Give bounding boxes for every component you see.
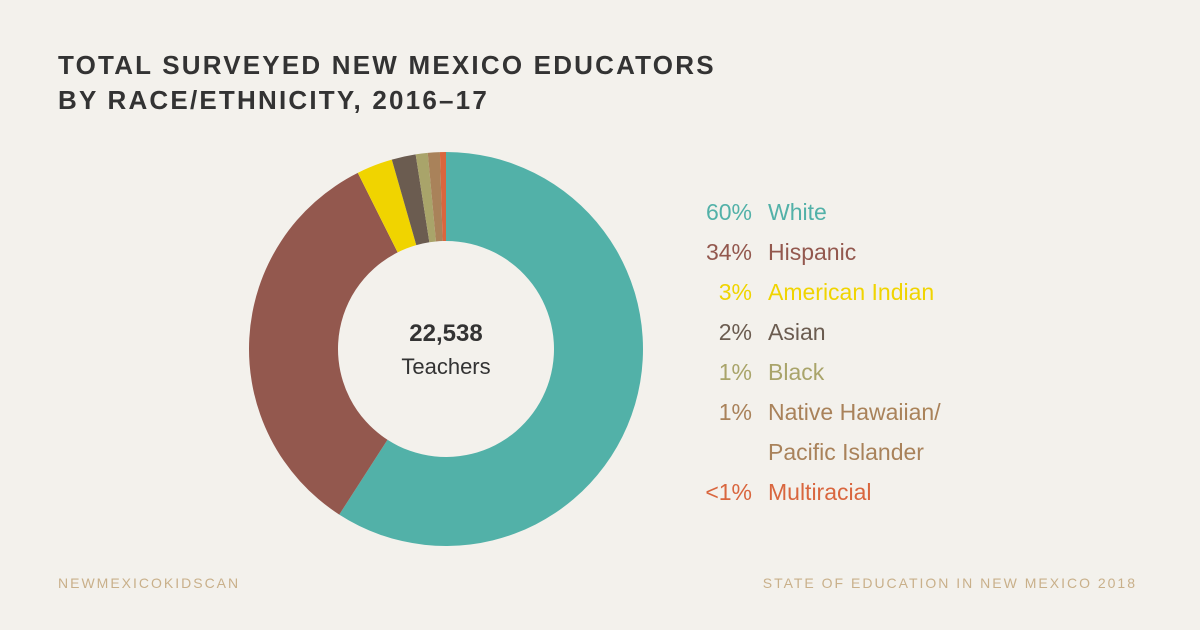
legend-label: American Indian xyxy=(768,279,935,305)
center-caption: Teachers xyxy=(401,354,490,379)
legend-label: Asian xyxy=(768,319,826,345)
value-label: <1% xyxy=(705,479,752,505)
donut-slice xyxy=(248,172,398,515)
legend-label: Black xyxy=(768,359,825,385)
value-label: 1% xyxy=(718,359,752,385)
legend-entry: <1% Multiracial xyxy=(680,472,1000,512)
value-label: 1% xyxy=(718,399,752,425)
center-label: 22,538 xyxy=(409,320,482,347)
legend-entry: 1% Native Hawaiian/ Pacific Islander xyxy=(680,392,1000,472)
donut-slice xyxy=(415,152,436,243)
legend-entry: 3% American Indian xyxy=(680,272,1000,312)
legend: 60% White 34% Hispanic 3% American Indian 2% As… xyxy=(680,192,1000,512)
legend-label: Native Hawaiian/ Pacific Islander xyxy=(768,399,941,465)
chart-title: TOTAL SURVEYED NEW MEXICO EDUCATORS xyxy=(58,50,716,80)
donut-slice xyxy=(339,152,643,546)
footer-left: NEWMEXICOKIDSCAN xyxy=(58,575,240,591)
legend-label: Multiracial xyxy=(768,479,872,505)
donut xyxy=(248,152,643,546)
value-label: 34% xyxy=(705,239,752,265)
donut-slice xyxy=(391,154,430,246)
value-label: 60% xyxy=(705,199,752,225)
legend-entry: 60% White xyxy=(680,192,1000,232)
donut-slice xyxy=(439,152,446,242)
legend-entry: 1% Black xyxy=(680,352,1000,392)
legend-label: White xyxy=(768,199,827,225)
donut-slice xyxy=(357,159,417,253)
value-label: 2% xyxy=(718,319,752,345)
legend-entry: 34% Hispanic xyxy=(680,232,1000,272)
chart-title: BY RACE/ETHNICITY, 2016–17 xyxy=(58,85,489,115)
legend-label: Hispanic xyxy=(768,239,857,265)
footer-right: STATE OF EDUCATION IN NEW MEXICO 2018 xyxy=(763,575,1137,591)
value-label: 3% xyxy=(718,279,752,305)
legend-entry: 2% Asian xyxy=(680,312,1000,352)
donut-slice xyxy=(427,152,443,242)
